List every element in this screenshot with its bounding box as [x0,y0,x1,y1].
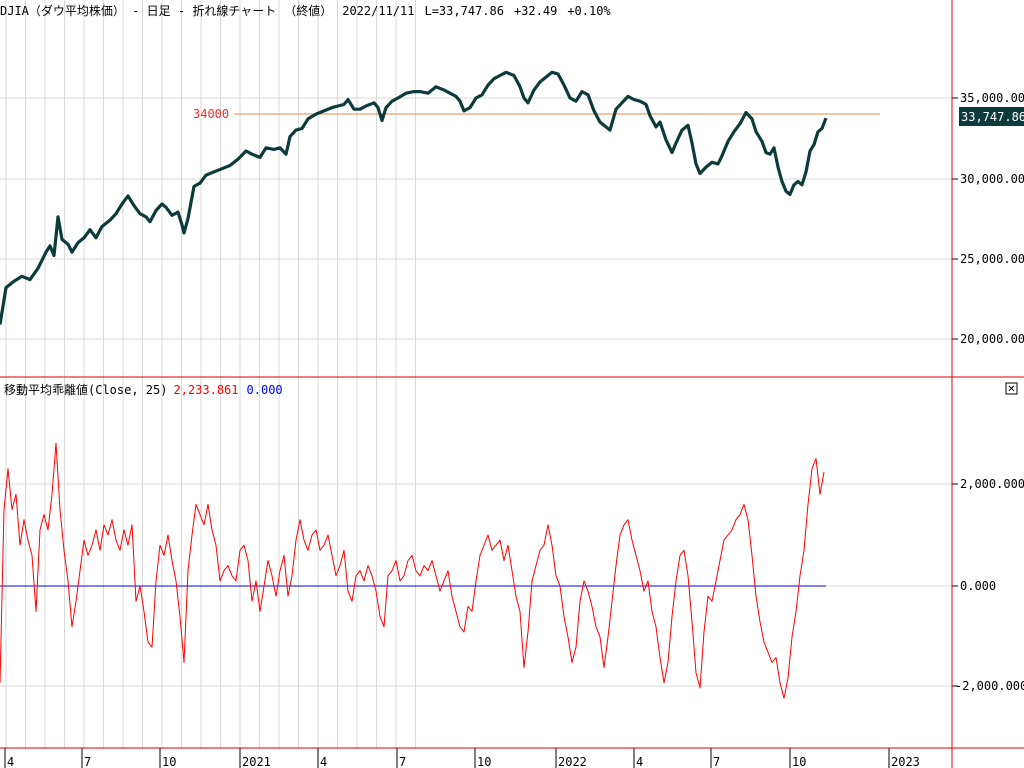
symbol-label: DJIA [0,4,30,18]
chart-header: DJIA（ダウ平均株価） - 日足 - 折れ線チャート （終値） 2022/11/1… [0,3,611,18]
date-label: 2022/11/11 [342,4,414,18]
close-x-icon: ✕ [1007,384,1015,395]
y-tick-label: 2,000.000 [960,477,1024,491]
price-basis-label: （終値） [284,3,332,18]
period-label: 日足 [147,4,171,18]
grid-lines [0,0,952,748]
x-tick-label: 7 [399,755,406,768]
y-tick-label: 20,000.00 [960,332,1024,346]
symbol-name: （ダウ平均株価） [29,3,125,18]
x-tick-label: 4 [7,755,14,768]
x-tick-label: 2022 [558,755,587,768]
oscillator-series-line [0,442,825,699]
x-tick-label: 2023 [891,755,920,768]
x-tick-label: 4 [320,755,327,768]
x-tick-label: 2021 [242,755,271,768]
x-tick-label: 10 [162,755,176,768]
chart-kind-label: 折れ線チャート [192,3,276,18]
last-price-badge-label: 33,747.86 [961,110,1024,124]
hline-34000-label: 34000 [193,107,229,121]
last-price-badge [959,107,1024,126]
indicator-name: 移動平均乖離値(Close, 25) [4,382,167,397]
price-series-line [0,70,828,325]
last-value-label: L=33,747.86 [424,4,503,18]
x-tick-label: 7 [84,755,91,768]
indicator-title: 移動平均乖離値(Close, 25) 2,233.861 0.000 [4,382,283,397]
indicator-value-red: 2,233.861 [173,383,238,397]
y-tick-label: 30,000.00 [960,172,1024,186]
x-tick-label: 10 [792,755,806,768]
x-tick-label: 7 [713,755,720,768]
x-tick-label: 10 [477,755,491,768]
y-tick-label: -2,000.000 [955,679,1024,693]
change-label: +32.49 [514,4,557,18]
change-pct-label: +0.10% [567,4,611,18]
price-line-layer [0,70,828,325]
y-tick-label: 25,000.00 [960,252,1024,266]
x-tick-label: 4 [636,755,643,768]
axis-ticks: 35,000.00 30,000.00 25,000.00 20,000.00 2,00… [4,91,1024,768]
y-tick-label: 0.000 [960,579,996,593]
y-tick-label: 35,000.00 [960,91,1024,105]
indicator-value-blue: 0.000 [247,383,283,397]
close-panel-button[interactable] [1005,382,1018,395]
oscillator-line-layer [0,442,825,699]
